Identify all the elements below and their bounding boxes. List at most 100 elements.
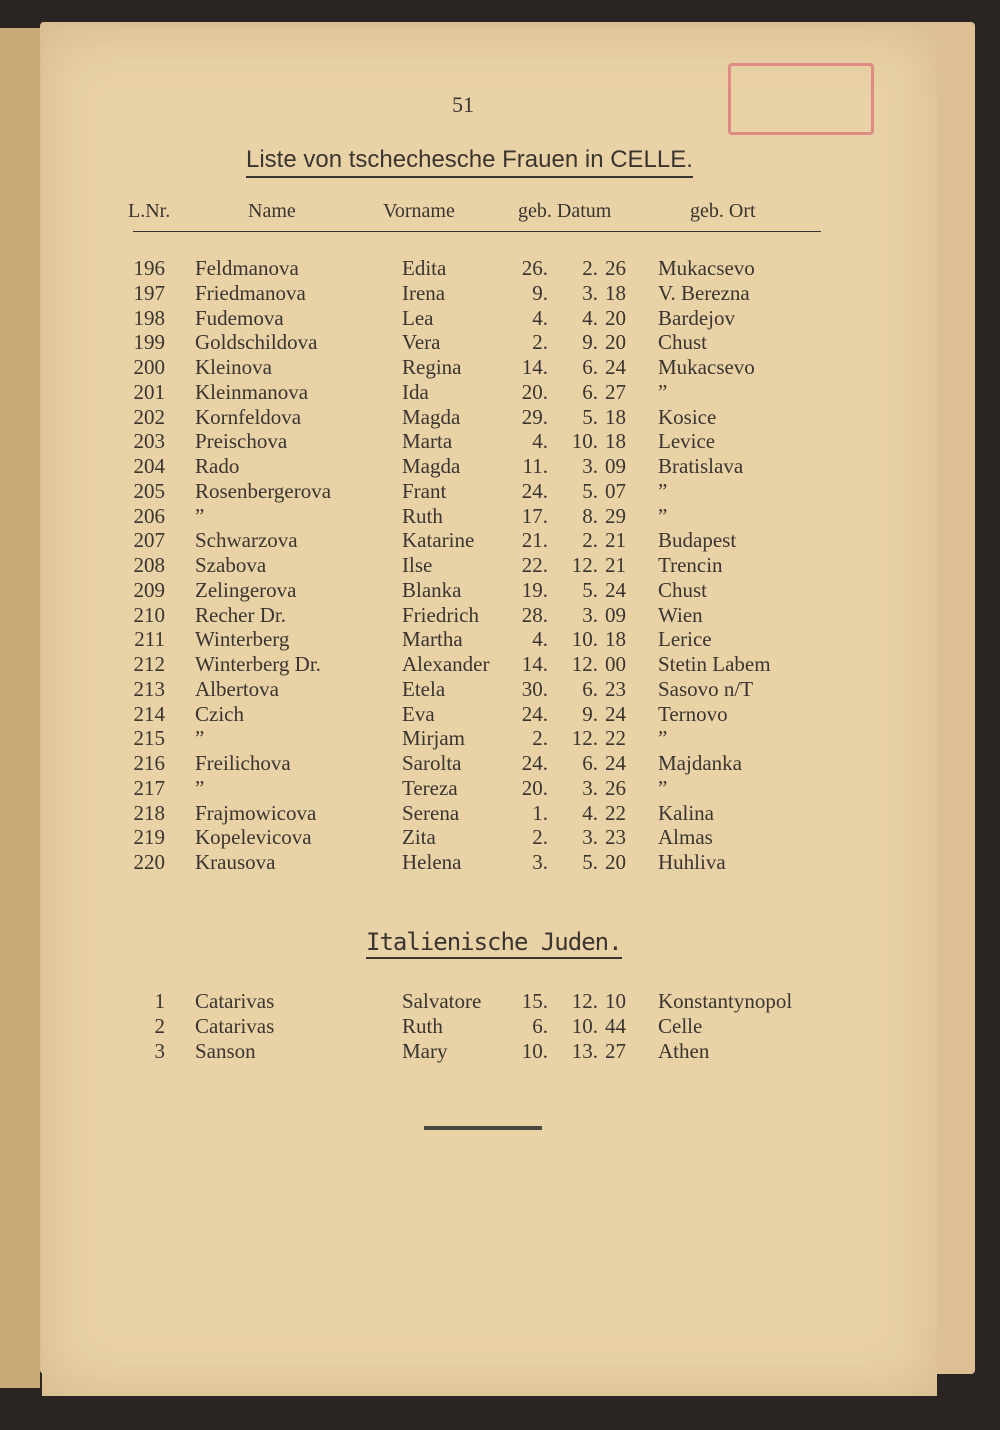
birth-year: 18 xyxy=(605,627,626,652)
birth-day: 4. xyxy=(532,429,548,454)
table-row: 209 Zelingerova Blanka 19. 5. 24 Chust xyxy=(0,578,1000,603)
surname: Winterberg xyxy=(195,627,290,652)
surname: Recher Dr. xyxy=(195,602,286,627)
table-row: 3 Sanson Mary 10. 13. 27 Athen xyxy=(0,1039,1000,1064)
surname: Rado xyxy=(195,454,240,478)
birth-year: 09 xyxy=(605,602,626,627)
first-name: Magda xyxy=(402,454,461,478)
entry-number: 198 xyxy=(133,305,166,330)
birth-place: Chust xyxy=(658,577,708,602)
first-name: Etela xyxy=(402,676,446,701)
first-name: Frant xyxy=(402,478,447,503)
birth-place: Konstantynopol xyxy=(658,989,793,1013)
birth-month: 8. xyxy=(582,503,598,528)
birth-month: 5. xyxy=(582,850,598,874)
birth-place: Sasovo n/T xyxy=(658,676,754,701)
birth-day: 14. xyxy=(521,652,548,676)
entry-number: 205 xyxy=(133,478,166,503)
birth-day: 9. xyxy=(532,280,548,305)
birth-month: 3. xyxy=(582,825,598,850)
surname: Albertova xyxy=(195,676,279,701)
entry-number: 197 xyxy=(133,280,166,305)
birth-month: 4. xyxy=(582,305,598,330)
table-row: 201 Kleinmanova Ida 20. 6. 27 ” xyxy=(0,380,1000,405)
first-name: Irena xyxy=(402,280,446,305)
birth-year: 18 xyxy=(605,429,626,454)
birth-year: 07 xyxy=(605,478,626,503)
birth-day: 1. xyxy=(532,800,548,825)
birth-place: Huhliva xyxy=(658,850,726,874)
header-nr: L.Nr. xyxy=(128,200,171,222)
birth-day: 26. xyxy=(521,256,548,280)
first-name: Ruth xyxy=(402,1013,443,1038)
first-name: Regina xyxy=(402,355,462,379)
entry-number: 209 xyxy=(133,577,166,602)
table-row: 199 Goldschildova Vera 2. 9. 20 Chust xyxy=(0,330,1000,355)
entry-number: 214 xyxy=(133,701,166,726)
birth-day: 4. xyxy=(532,627,548,652)
surname: Freilichova xyxy=(195,751,291,775)
entry-number: 196 xyxy=(133,256,166,280)
birth-day: 21. xyxy=(521,528,548,553)
birth-place: ” xyxy=(658,503,668,528)
first-name: Friedrich xyxy=(402,602,479,627)
birth-month: 3. xyxy=(582,775,598,800)
birth-year: 20 xyxy=(605,305,626,330)
birth-day: 20. xyxy=(521,775,548,800)
birth-year: 23 xyxy=(605,825,626,850)
surname: Friedmanova xyxy=(195,280,306,305)
birth-day: 2. xyxy=(532,825,548,850)
table-row: 211 Winterberg Martha 4. 10. 18 Lerice xyxy=(0,627,1000,652)
header-vorname: Vorname xyxy=(383,200,455,222)
birth-year: 21 xyxy=(605,528,626,553)
table-row: 207 Schwarzova Katarine 21. 2. 21 Budapest xyxy=(0,528,1000,553)
entry-number: 210 xyxy=(133,602,166,627)
table-row: 198 Fudemova Lea 4. 4. 20 Bardejov xyxy=(0,306,1000,331)
first-name: Edita xyxy=(402,256,447,280)
first-name: Tereza xyxy=(402,775,458,800)
surname: Goldschildova xyxy=(195,330,318,355)
birth-day: 11. xyxy=(522,454,548,478)
birth-day: 4. xyxy=(532,305,548,330)
birth-place: ” xyxy=(658,379,668,404)
birth-day: 30. xyxy=(521,676,548,701)
birth-year: 24 xyxy=(605,701,626,726)
first-name: Martha xyxy=(402,627,463,652)
surname: ” xyxy=(195,726,205,751)
entry-number: 217 xyxy=(133,775,166,800)
entry-number: 2 xyxy=(154,1013,166,1038)
surname: Winterberg Dr. xyxy=(195,652,321,676)
birth-month: 10. xyxy=(571,627,598,652)
birth-month: 2. xyxy=(582,256,598,280)
birth-place: Bratislava xyxy=(658,454,744,478)
table-row: 200 Kleinova Regina 14. 6. 24 Mukacsevo xyxy=(0,355,1000,380)
table-row: 214 Czich Eva 24. 9. 24 Ternovo xyxy=(0,702,1000,727)
birth-place: Stetin Labem xyxy=(658,652,771,676)
birth-year: 24 xyxy=(605,355,626,379)
table-row: 206 ” Ruth 17. 8. 29 ” xyxy=(0,504,1000,529)
birth-month: 9. xyxy=(582,701,598,726)
first-name: Zita xyxy=(402,825,436,850)
page-number: 51 xyxy=(452,92,474,117)
birth-day: 14. xyxy=(521,355,548,379)
first-name: Eva xyxy=(402,701,435,726)
birth-year: 24 xyxy=(605,577,626,602)
birth-place: Kalina xyxy=(658,800,714,825)
first-name: Serena xyxy=(402,800,460,825)
birth-year: 22 xyxy=(605,800,626,825)
surname: Rosenbergerova xyxy=(195,478,332,503)
first-name: Ida xyxy=(402,379,429,404)
birth-place: Wien xyxy=(658,602,703,627)
entry-number: 201 xyxy=(133,379,166,404)
birth-month: 5. xyxy=(582,404,598,429)
birth-day: 19. xyxy=(521,577,548,602)
birth-year: 29 xyxy=(605,503,626,528)
birth-month: 3. xyxy=(582,280,598,305)
birth-year: 09 xyxy=(605,454,626,478)
birth-month: 9. xyxy=(582,330,598,355)
birth-day: 24. xyxy=(521,751,548,775)
surname: Schwarzova xyxy=(195,528,298,553)
birth-place: Mukacsevo xyxy=(658,256,755,280)
birth-day: 29. xyxy=(521,404,548,429)
birth-month: 6. xyxy=(582,355,598,379)
